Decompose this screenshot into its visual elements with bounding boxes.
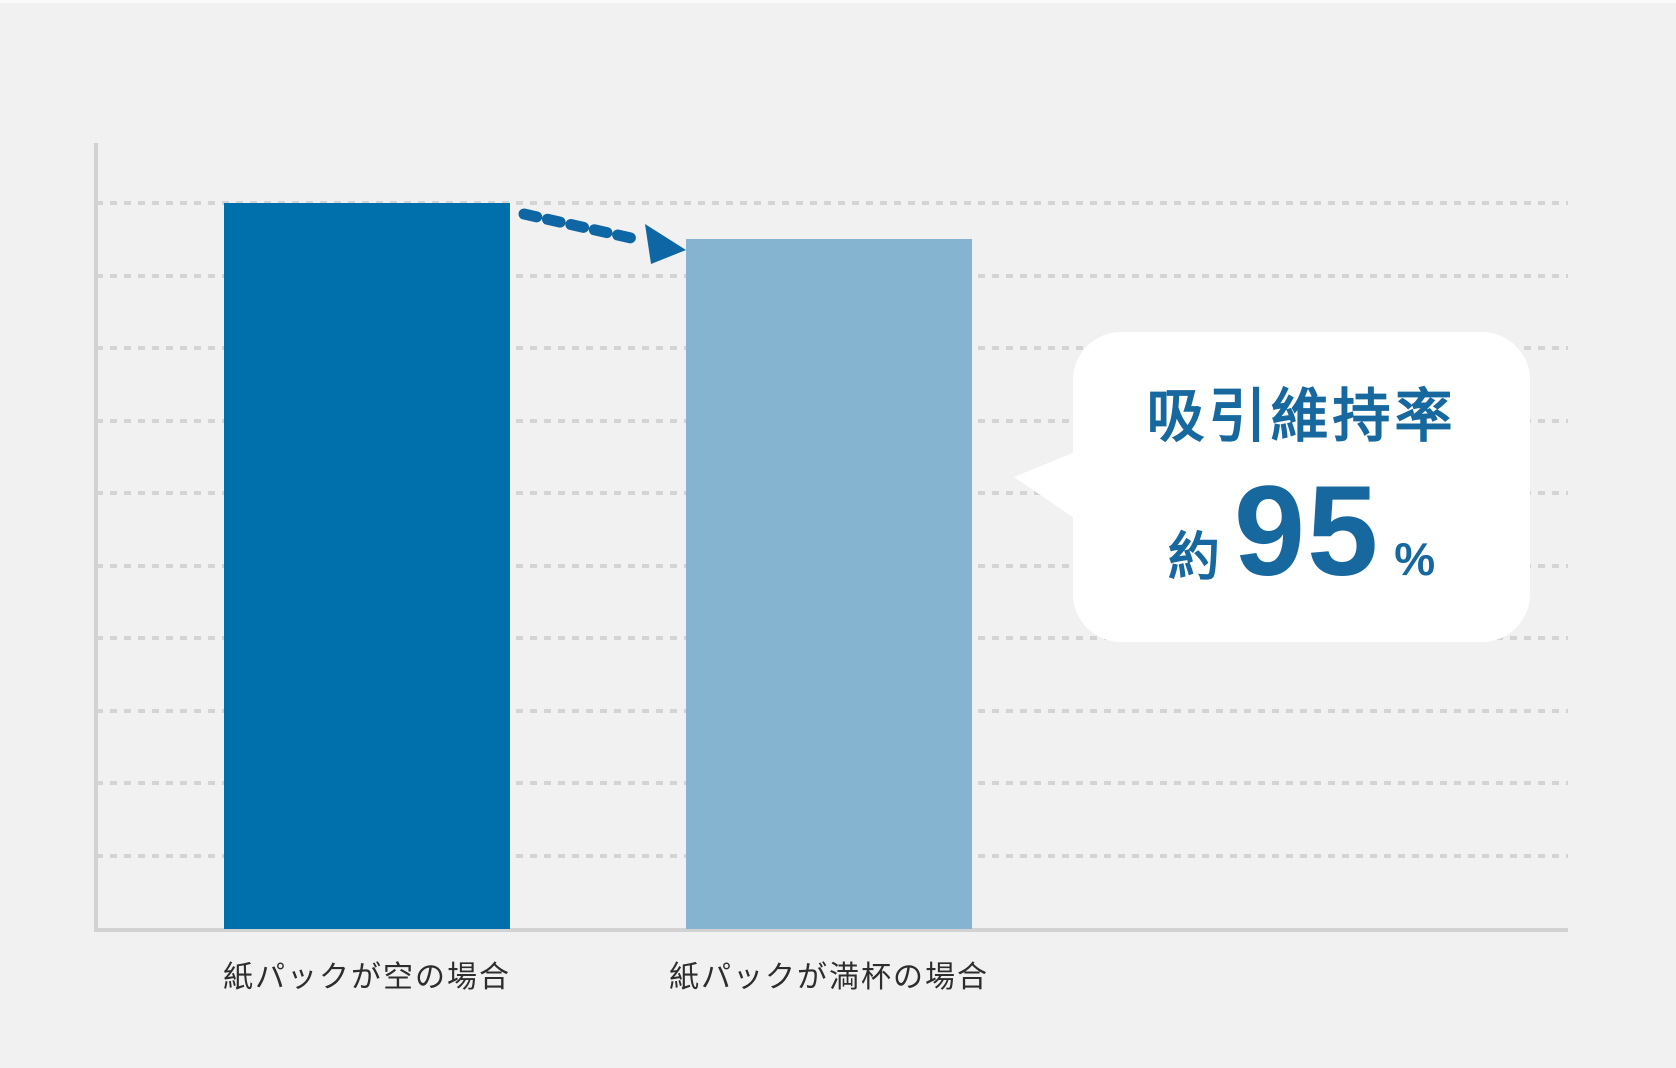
callout-title: 吸引維持率	[1146, 384, 1457, 449]
callout-pointer	[1014, 450, 1080, 522]
callout-approx-label: 約	[1167, 529, 1220, 587]
gridline	[96, 201, 1568, 205]
bar-empty-pack	[224, 203, 510, 929]
callout-value-row: 約 95 %	[1168, 468, 1435, 596]
bar-full-pack	[686, 239, 972, 929]
callout-percent-sign: %	[1394, 533, 1436, 585]
x-axis	[94, 928, 1568, 932]
callout-bubble: 吸引維持率 約 95 %	[1073, 332, 1530, 642]
callout-value: 95	[1233, 460, 1381, 603]
bar-label-full: 紙パックが満杯の場合	[669, 961, 989, 994]
top-edge-highlight	[0, 0, 1676, 3]
y-axis	[94, 143, 98, 932]
decrease-arrow-icon	[518, 208, 686, 264]
bar-label-empty: 紙パックが空の場合	[223, 961, 511, 994]
